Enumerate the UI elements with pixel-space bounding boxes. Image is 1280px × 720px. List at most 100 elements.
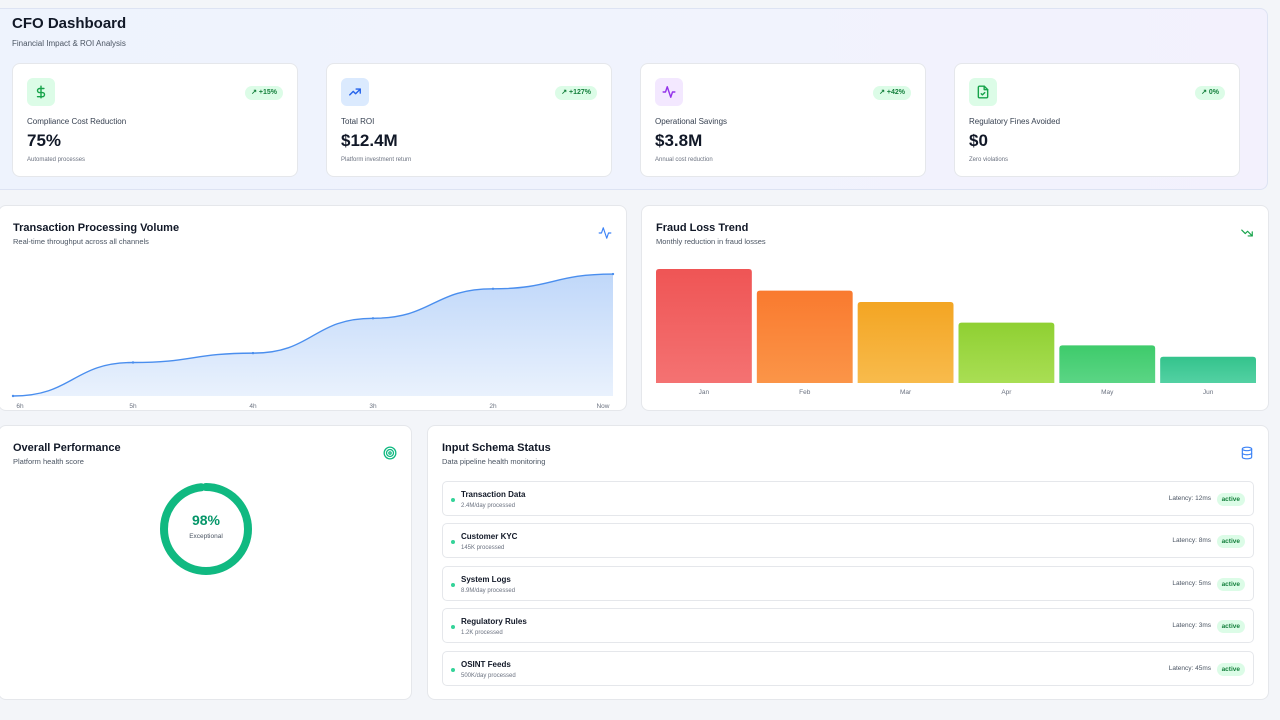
schema-latency: Latency: 3ms [1172,622,1211,629]
schema-meta: 500K/day processed [461,673,516,679]
activity-icon [655,78,683,106]
schema-name: System Logs [461,575,511,584]
change-badge: ↗ +42% [873,86,911,100]
schema-latency: Latency: 8ms [1172,537,1211,544]
header-panel: CFO Dashboard Financial Impact & ROI Ana… [0,8,1268,190]
bar-apr [958,322,1055,383]
x-tick-label: 6h [16,403,24,410]
area-fill [13,274,613,396]
data-point [491,287,495,290]
page-subtitle: Financial Impact & ROI Analysis [12,39,126,48]
schema-row-transaction-data[interactable]: Transaction Data 2.4M/day processed Late… [442,481,1254,516]
status-badge: active [1216,578,1245,591]
data-point [251,351,255,355]
schema-row-customer-kyc[interactable]: Customer KYC 145K processed Latency: 8ms… [442,523,1254,558]
transaction-volume-card: Transaction Processing Volume Real-time … [0,205,627,411]
area-chart [11,272,615,398]
schema-row-system-logs[interactable]: System Logs 8.9M/day processed Latency: … [442,566,1254,601]
status-dot [451,625,455,629]
card-subtitle: Monthly reduction in fraud losses [656,237,766,246]
card-title: Input Schema Status [442,442,551,454]
data-point [11,394,15,398]
bar-mar [857,302,954,383]
kpi-card-savings[interactable]: ↗ +42% Operational Savings $3.8M Annual … [640,63,926,177]
data-point [611,272,615,276]
input-schema-card: Input Schema Status Data pipeline health… [427,425,1269,700]
kpi-value: $3.8M [655,131,703,150]
x-tick-label: 3h [369,403,377,410]
performance-gauge [160,483,252,575]
area-line [12,273,614,397]
schema-name: OSINT Feeds [461,660,511,669]
card-title: Overall Performance [13,442,121,454]
x-tick-label: 5h [129,403,137,410]
overall-performance-card: Overall Performance Platform health scor… [0,425,412,700]
status-badge: active [1216,620,1245,633]
schema-name: Regulatory Rules [461,617,527,626]
bar-jan [656,269,752,383]
kpi-value: $0 [969,131,988,150]
kpi-subtext: Zero violations [969,157,1009,163]
x-tick-label: Now [596,403,610,410]
schema-latency: Latency: 5ms [1172,580,1211,587]
performance-rating: Exceptional [189,533,223,540]
kpi-label: Total ROI [341,117,375,126]
schema-row-regulatory-rules[interactable]: Regulatory Rules 1.2K processed Latency:… [442,608,1254,643]
x-tick-label: Jan [698,389,710,396]
file-check-icon [969,78,997,106]
bar-feb [756,290,853,383]
data-point [371,317,375,320]
schema-meta: 145K processed [461,545,505,551]
status-dot [451,540,455,544]
bar-may [1059,345,1156,383]
kpi-card-fines[interactable]: ↗ 0% Regulatory Fines Avoided $0 Zero vi… [954,63,1240,177]
change-badge: ↗ 0% [1195,86,1225,100]
activity-icon [598,226,612,245]
kpi-card-compliance[interactable]: ↗ +15% Compliance Cost Reduction 75% Aut… [12,63,298,177]
status-badge: active [1216,663,1245,676]
card-subtitle: Real-time throughput across all channels [13,237,149,246]
x-tick-label: 4h [249,403,257,410]
x-tick-label: Mar [899,389,912,396]
status-dot [451,583,455,587]
page-title: CFO Dashboard [12,15,127,32]
schema-latency: Latency: 12ms [1168,495,1211,502]
data-point [131,361,135,364]
kpi-value: $12.4M [341,131,398,150]
kpi-subtext: Platform investment return [341,157,412,163]
kpi-subtext: Automated processes [27,157,86,163]
fraud-loss-card: Fraud Loss Trend Monthly reduction in fr… [641,205,1269,411]
dollar-icon [27,78,55,106]
kpi-subtext: Annual cost reduction [655,157,713,163]
kpi-value: 75% [27,131,62,150]
status-dot [451,498,455,502]
trending-down-icon [1240,226,1254,245]
schema-meta: 8.9M/day processed [461,588,516,594]
x-tick-label: Feb [799,389,811,396]
card-title: Transaction Processing Volume [13,222,180,234]
x-tick-label: Jun [1202,389,1214,396]
kpi-card-roi[interactable]: ↗ +127% Total ROI $12.4M Platform invest… [326,63,612,177]
schema-row-osint-feeds[interactable]: OSINT Feeds 500K/day processed Latency: … [442,651,1254,686]
gauge-arc [160,483,252,575]
database-icon [1240,446,1254,465]
kpi-label: Regulatory Fines Avoided [969,117,1061,126]
kpi-label: Compliance Cost Reduction [27,117,127,126]
x-tick-label: Apr [1001,389,1012,396]
bar-chart [656,269,1256,383]
card-subtitle: Platform health score [13,457,84,466]
kpi-label: Operational Savings [655,117,728,126]
change-badge: ↗ +15% [245,86,283,100]
status-badge: active [1216,493,1245,506]
status-badge: active [1216,535,1245,548]
change-badge: ↗ +127% [555,86,597,100]
status-dot [451,668,455,672]
schema-name: Transaction Data [461,490,526,499]
performance-score: 98% [191,512,221,528]
x-tick-label: May [1101,389,1114,396]
target-icon [383,446,397,465]
card-subtitle: Data pipeline health monitoring [442,457,546,466]
bar-jun [1160,356,1256,383]
x-tick-label: 2h [489,403,497,410]
schema-meta: 1.2K processed [461,630,503,636]
